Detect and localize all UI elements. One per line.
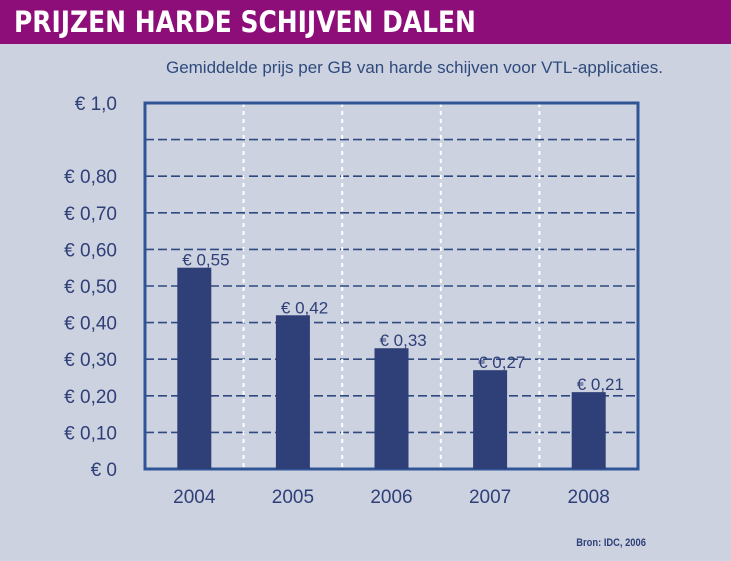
bar-2007 [473,370,508,469]
y-tick-label: € 0,80 [64,167,117,188]
y-tick-label: € 0,30 [64,350,117,371]
horizontal-gridlines [145,138,638,434]
data-label-2004: € 0,55 [182,251,229,270]
y-axis-ticks: € 0 € 0,10 € 0,20 € 0,30 € 0,40 € 0,50 € 0,60 €… [64,94,117,481]
vertical-gridlines [242,103,541,469]
x-tick-2007: 2007 [469,487,511,508]
data-label-2007: € 0,27 [478,353,525,372]
source-note: Bron: IDC, 2006 [576,537,646,549]
y-tick-label: € 1,0 [75,94,117,115]
y-tick-label: € 0,10 [64,423,117,444]
bar-2006 [374,348,409,469]
y-tick-label: € 0,60 [64,240,117,261]
y-tick-label: € 0 [91,460,117,481]
bar-2004 [177,267,212,469]
data-labels: € 0,55 € 0,42 € 0,33 € 0,27 € 0,21 [182,251,624,394]
x-tick-2005: 2005 [272,487,314,508]
data-label-2006: € 0,33 [380,331,427,350]
bar-2008 [571,392,606,469]
x-tick-2006: 2006 [370,487,412,508]
y-tick-label: € 0,40 [64,314,117,335]
page-title: PRIJZEN HARDE SCHIJVEN DALEN [14,5,476,39]
y-tick-label: € 0,20 [64,387,117,408]
y-tick-label: € 0,50 [64,277,117,298]
bar-2005 [275,315,310,469]
header-banner: PRIJZEN HARDE SCHIJVEN DALEN [0,0,731,44]
chart-subtitle: Gemiddelde prijs per GB van harde schijv… [165,58,663,77]
x-axis-categories: 2004 2005 2006 2007 2008 [173,487,610,508]
y-tick-label: € 0,70 [64,204,117,225]
x-tick-2004: 2004 [173,487,216,508]
data-label-2005: € 0,42 [281,298,328,317]
x-tick-2008: 2008 [568,487,610,508]
data-label-2008: € 0,21 [577,375,624,394]
bars [177,267,606,469]
